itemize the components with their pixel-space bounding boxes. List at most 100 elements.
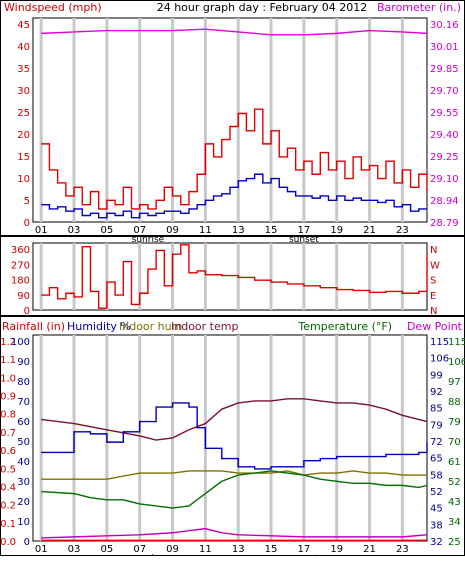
wind-y-tick: 40 <box>17 42 30 53</box>
humidity-y-tick: 70 <box>17 397 30 408</box>
baro-y-tick: 29.55 <box>430 108 459 119</box>
wind-y-tick: 35 <box>17 64 30 75</box>
wind-y-tick: 20 <box>17 130 30 141</box>
baro-y-tick: 30.01 <box>430 42 459 53</box>
direction-series <box>41 244 428 309</box>
humidity-y-tick: 80 <box>17 377 30 388</box>
rain-y-tick: 0.1 <box>0 519 16 530</box>
x-tick-label: 19 <box>330 544 343 555</box>
temperature-series <box>41 470 428 509</box>
x-tick-label: 07 <box>133 544 146 555</box>
direction-y-tick: 360 <box>11 245 30 256</box>
temp-y-tick-b: 70 <box>448 437 461 448</box>
indoor_hum-series <box>41 470 427 480</box>
temp-y-tick-b: 115 <box>448 337 465 348</box>
temp-panel-frame <box>0 316 465 556</box>
temp-y-tick: 52 <box>430 487 443 498</box>
wind_avg-series <box>41 173 427 219</box>
x-tick-label: 09 <box>166 225 179 236</box>
compass-tick: N <box>430 245 437 256</box>
x-tick-label: 09 <box>166 544 179 555</box>
x-tick-label: 11 <box>199 544 212 555</box>
x-tick-label: 15 <box>265 544 278 555</box>
rain-y-tick: 1.2 <box>0 337 16 348</box>
graph-title: 24 hour graph day : February 04 2012 <box>157 1 368 14</box>
x-tick-label: 05 <box>101 225 114 236</box>
x-tick-label: 21 <box>363 544 376 555</box>
barometer-axis-label: Barometer (in.) <box>377 1 461 14</box>
wind-y-tick: 10 <box>17 174 30 185</box>
sunrise-marker: sunrise <box>132 235 165 245</box>
wind-y-tick: 5 <box>24 196 30 207</box>
dew-point-label: Dew Point <box>407 320 463 333</box>
baro-y-tick: 28.79 <box>430 218 459 229</box>
direction-y-tick: 0 <box>24 306 30 317</box>
humidity-y-tick: 50 <box>17 437 30 448</box>
x-tick-label: 03 <box>68 225 81 236</box>
barometer-series <box>41 28 428 36</box>
x-tick-label: 23 <box>396 225 409 236</box>
rain-y-tick: 1.1 <box>0 355 16 366</box>
wind-y-tick: 25 <box>17 108 30 119</box>
temp-y-tick-b: 79 <box>448 417 461 428</box>
temp-y-tick: 99 <box>430 370 443 381</box>
baro-y-tick: 30.16 <box>430 20 459 31</box>
temp-y-tick: 106 <box>430 354 449 365</box>
humidity-y-tick: 40 <box>17 457 30 468</box>
temp-y-tick: 79 <box>430 420 443 431</box>
wind-y-tick: 0 <box>24 218 30 229</box>
temperature-label: Temperature (°F) <box>297 320 392 333</box>
temp-y-tick: 85 <box>430 404 443 415</box>
temp-y-tick: 32 <box>430 537 443 548</box>
temp-y-tick: 65 <box>430 454 443 465</box>
temp-y-tick: 72 <box>430 437 443 448</box>
rain-y-tick: 0.9 <box>0 392 16 403</box>
temp-y-tick-b: 61 <box>448 457 461 468</box>
temp-y-tick: 38 <box>430 520 443 531</box>
indoor-temp-label: Indoor temp <box>171 320 238 333</box>
x-tick-label: 21 <box>363 225 376 236</box>
x-tick-label: 23 <box>396 544 409 555</box>
x-tick-label: 13 <box>232 225 245 236</box>
baro-y-tick: 29.40 <box>430 130 459 141</box>
direction-y-tick: 90 <box>17 291 30 302</box>
x-tick-label: 13 <box>232 544 245 555</box>
humidity-label: Humidity % <box>67 320 131 333</box>
indoor-hum-label: Indoor hum <box>119 320 182 333</box>
compass-tick: N <box>430 306 437 317</box>
rain-y-tick: 0.2 <box>0 501 16 512</box>
sunset-marker: sunset <box>289 235 319 245</box>
x-tick-label: 01 <box>35 544 48 555</box>
gust-series <box>41 108 428 210</box>
x-tick-label: 19 <box>330 225 343 236</box>
humidity-y-tick: 0 <box>24 537 30 548</box>
wind-y-tick: 45 <box>17 20 30 31</box>
x-tick-label: 11 <box>199 225 212 236</box>
temp-y-tick-b: 43 <box>448 497 461 508</box>
humidity-y-tick: 20 <box>17 497 30 508</box>
rainfall-label: Rainfall (in) <box>2 320 65 333</box>
baro-y-tick: 29.85 <box>430 64 459 75</box>
temp-y-tick: 45 <box>430 504 443 515</box>
direction-y-tick: 180 <box>11 276 30 287</box>
rain-y-tick: 0.8 <box>0 410 16 421</box>
baro-y-tick: 28.94 <box>430 196 459 207</box>
temp-y-tick-b: 97 <box>448 377 461 388</box>
rain-y-tick: 0.0 <box>0 537 16 548</box>
wind-axis-label: Windspeed (mph) <box>4 1 102 14</box>
x-tick-label: 17 <box>298 544 311 555</box>
wind-y-tick: 30 <box>17 86 30 97</box>
humidity-series <box>41 402 428 470</box>
temp-y-tick-b: 25 <box>448 537 461 548</box>
temp-y-tick-b: 88 <box>448 397 461 408</box>
x-tick-label: 07 <box>133 225 146 236</box>
humidity-y-tick: 30 <box>17 477 30 488</box>
baro-y-tick: 29.25 <box>430 152 459 163</box>
compass-tick: E <box>430 291 436 302</box>
dew_point-series <box>41 527 428 539</box>
wind-y-tick: 15 <box>17 152 30 163</box>
x-tick-label: 15 <box>265 225 278 236</box>
x-tick-label: 01 <box>35 225 48 236</box>
temp-y-tick-b: 52 <box>448 477 461 488</box>
